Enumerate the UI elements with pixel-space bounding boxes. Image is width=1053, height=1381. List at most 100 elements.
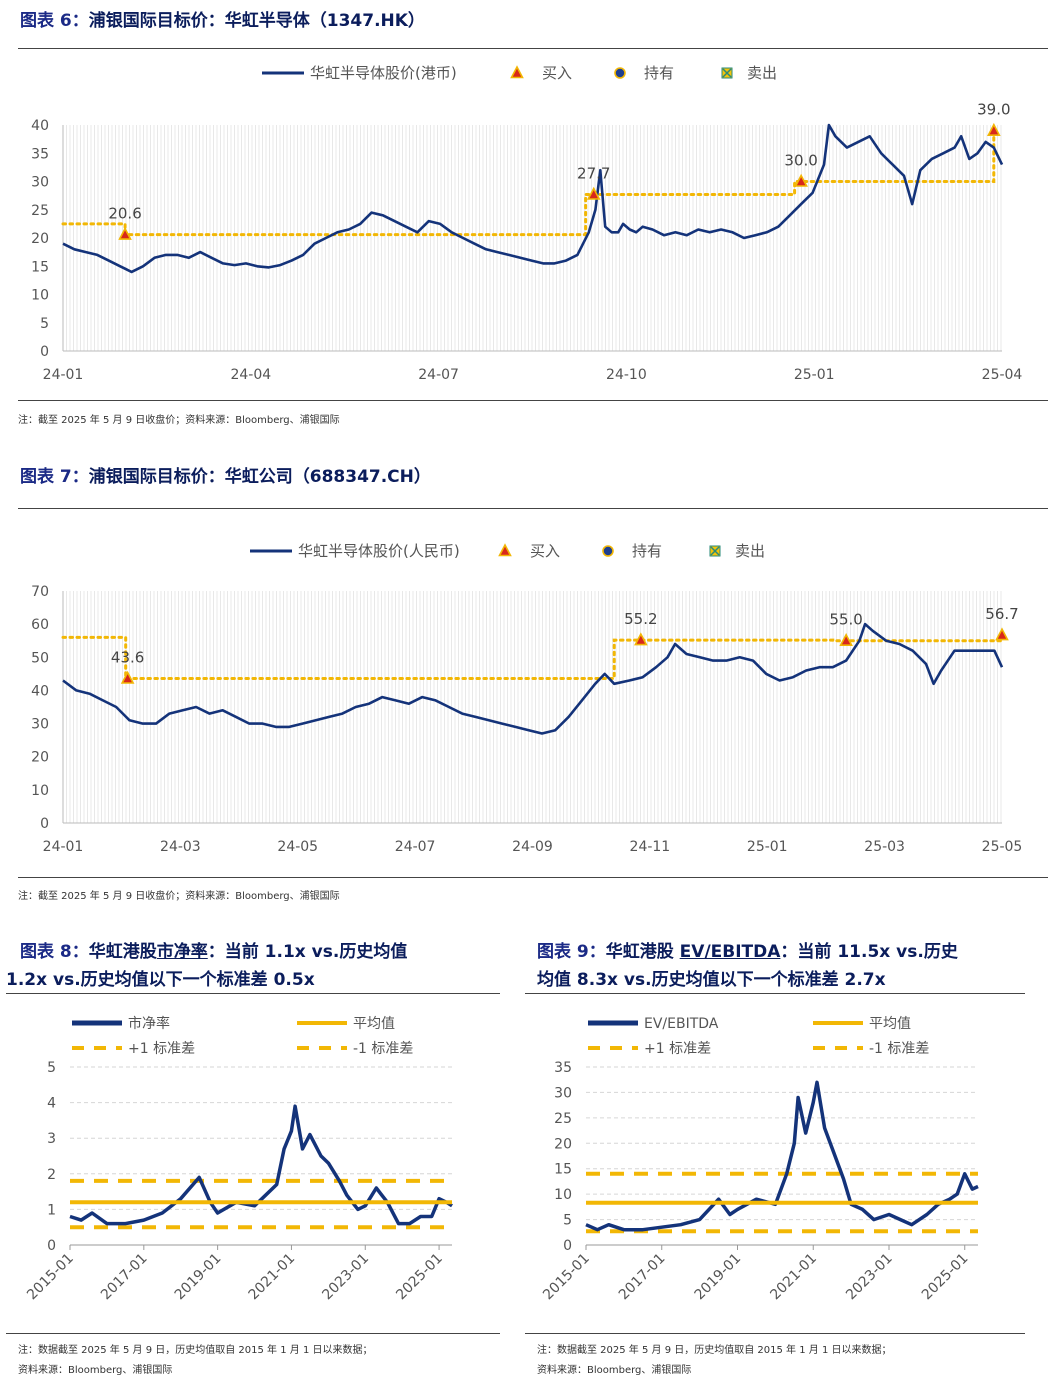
x-tick-label: 2017-01	[616, 1251, 669, 1304]
buy-marker	[118, 226, 132, 240]
y-tick-label: 5	[40, 316, 49, 332]
legend-sell-label: 卖出	[735, 542, 765, 560]
buy-target-label: 20.6	[108, 205, 141, 223]
x-tick-label: 2015-01	[540, 1251, 593, 1304]
fig7-chart: 华虹半导体股价(人民币) 买入 持有 卖出 0 10 20 30 40 50 60 70 24-01 24…	[31, 542, 1023, 855]
x-tick-label: 25-05	[982, 839, 1023, 855]
fig9-note-2: 资料来源：Bloomberg、浦银国际	[537, 1365, 692, 1376]
fig7-title-text: 浦银国际目标价：华虹公司（688347.CH）	[88, 467, 431, 487]
legend-mean-label: 平均值	[353, 1016, 395, 1032]
x-tick-label: 24-03	[160, 839, 201, 855]
buy-marker	[794, 173, 808, 187]
y-tick-label: 25	[31, 203, 49, 219]
buy-marker	[634, 632, 648, 646]
fig8-title: 图表 8：华虹港股市净率：当前 1.1x vs.历史均值 1.2x vs.历史均…	[6, 938, 408, 994]
legend-sell-cross	[710, 546, 720, 556]
buy-marker	[995, 627, 1009, 641]
x-tick-label: 25-01	[747, 839, 788, 855]
y-tick-label: 15	[31, 259, 49, 275]
fig6-chart: 华虹半导体股价(港币) 买入 持有 卖出 0 5 10 15 20 25 30 35 40 24-01 24…	[31, 64, 1023, 383]
x-tick-label: 2021-01	[767, 1251, 820, 1304]
y-tick-label: 40	[31, 118, 49, 134]
buy-marker	[987, 122, 1001, 136]
y-tick-label: 1	[47, 1202, 56, 1218]
valuation-series-line	[69, 1104, 453, 1226]
legend-hold-label: 持有	[644, 64, 674, 82]
legend-price-label: 华虹半导体股价(人民币)	[298, 542, 460, 560]
x-tick-label: 24-01	[43, 839, 84, 855]
y-tick-label: 5	[563, 1213, 572, 1229]
y-tick-label: 70	[31, 584, 49, 600]
legend-hold-label: 持有	[632, 542, 662, 560]
fig6-note: 注：截至 2025 年 5 月 9 日收盘价；资料来源：Bloomberg、浦银…	[18, 415, 340, 426]
y-tick-label: 10	[31, 288, 49, 304]
x-tick-label: 24-05	[277, 839, 318, 855]
y-tick-label: 0	[47, 1238, 56, 1254]
fig6-top-rule	[18, 48, 1048, 49]
x-tick-label: 2023-01	[319, 1251, 372, 1304]
y-tick-label: 15	[554, 1162, 572, 1178]
legend-plus1-label: +1 标准差	[128, 1041, 195, 1057]
y-tick-label: 10	[31, 783, 49, 799]
fig8-label: 图表 8：	[20, 942, 89, 962]
x-tick-label: 2025-01	[919, 1251, 972, 1304]
legend-mean-label: 平均值	[869, 1016, 911, 1032]
x-tick-label: 24-09	[512, 839, 553, 855]
x-tick-label: 24-10	[606, 367, 647, 383]
y-tick-label: 20	[31, 750, 49, 766]
x-tick-label: 24-01	[43, 367, 84, 383]
legend-buy-label: 买入	[530, 542, 560, 560]
fig8-title-a: 华虹港股	[88, 942, 157, 962]
y-tick-label: 20	[31, 231, 49, 247]
buy-target-label: 39.0	[977, 101, 1010, 119]
legend-price-label: 华虹半导体股价(港币)	[310, 64, 457, 82]
y-tick-label: 0	[563, 1238, 572, 1254]
fig8-chart: 市净率 平均值 +1 标准差 -1 标准差 0 1 2 3 4 5 2015-01 2017-01 20…	[24, 1015, 453, 1304]
y-tick-label: 30	[31, 175, 49, 191]
legend-hold-icon	[602, 545, 614, 557]
fig9-top-rule	[525, 993, 1025, 994]
y-tick-label: 30	[31, 717, 49, 733]
fig7-top-rule	[18, 508, 1048, 509]
fig6-bottom-rule	[18, 400, 1048, 401]
x-tick-label: 25-04	[982, 367, 1023, 383]
fig8-bottom-rule	[6, 1333, 500, 1334]
fig8-title-b: ：当前 1.1x vs.历史均值	[207, 942, 408, 962]
fig9-title-line2: 均值 8.3x vs.历史均值以下一个标准差 2.7x	[537, 970, 886, 990]
fig9-title-underlined: EV/EBITDA	[679, 942, 781, 962]
fig6-label: 图表 6：	[20, 11, 89, 31]
y-tick-label: 25	[554, 1111, 572, 1127]
legend-buy-icon	[510, 65, 524, 79]
y-tick-label: 20	[554, 1136, 572, 1152]
buy-target-label: 27.7	[577, 164, 610, 182]
legend-minus1-label: -1 标准差	[869, 1041, 929, 1057]
vertical-gridlines	[62, 125, 1002, 351]
fig8-title-underlined: 市净率	[156, 942, 208, 962]
fig9-bottom-rule	[525, 1333, 1025, 1334]
buy-target-label: 55.2	[624, 610, 657, 628]
fig8-title-line2: 1.2x vs.历史均值以下一个标准差 0.5x	[6, 970, 315, 990]
fig7-title: 图表 7：浦银国际目标价：华虹公司（688347.CH）	[20, 462, 431, 487]
legend-series-label: 市净率	[128, 1015, 170, 1032]
fig9-title: 图表 9：华虹港股 EV/EBITDA：当前 11.5x vs.历史 均值 8.…	[537, 938, 958, 994]
y-tick-label: 30	[554, 1085, 572, 1101]
y-tick-label: 4	[47, 1096, 56, 1112]
x-tick-label: 24-11	[630, 839, 671, 855]
legend-plus1-label: +1 标准差	[644, 1041, 711, 1057]
x-tick-label: 2021-01	[246, 1251, 299, 1304]
x-tick-label: 2025-01	[393, 1251, 446, 1304]
price-series-line	[62, 123, 1004, 274]
x-tick-label: 2017-01	[98, 1251, 151, 1304]
fig6-title: 图表 6：浦银国际目标价：华虹半导体（1347.HK）	[20, 6, 425, 31]
y-tick-label: 35	[554, 1060, 572, 1076]
legend-sell-cross	[722, 68, 732, 78]
y-tick-label: 50	[31, 650, 49, 666]
fig8-note-1: 注：数据截至 2025 年 5 月 9 日，历史均值取自 2015 年 1 月 …	[18, 1345, 373, 1356]
fig8-top-rule	[6, 993, 500, 994]
x-tick-label: 25-03	[864, 839, 905, 855]
y-tick-label: 10	[554, 1187, 572, 1203]
y-tick-label: 0	[40, 816, 49, 832]
legend-sell-label: 卖出	[747, 64, 777, 82]
fig7-note: 注：截至 2025 年 5 月 9 日收盘价；资料来源：Bloomberg、浦银…	[18, 891, 340, 902]
legend-minus1-label: -1 标准差	[353, 1041, 413, 1057]
